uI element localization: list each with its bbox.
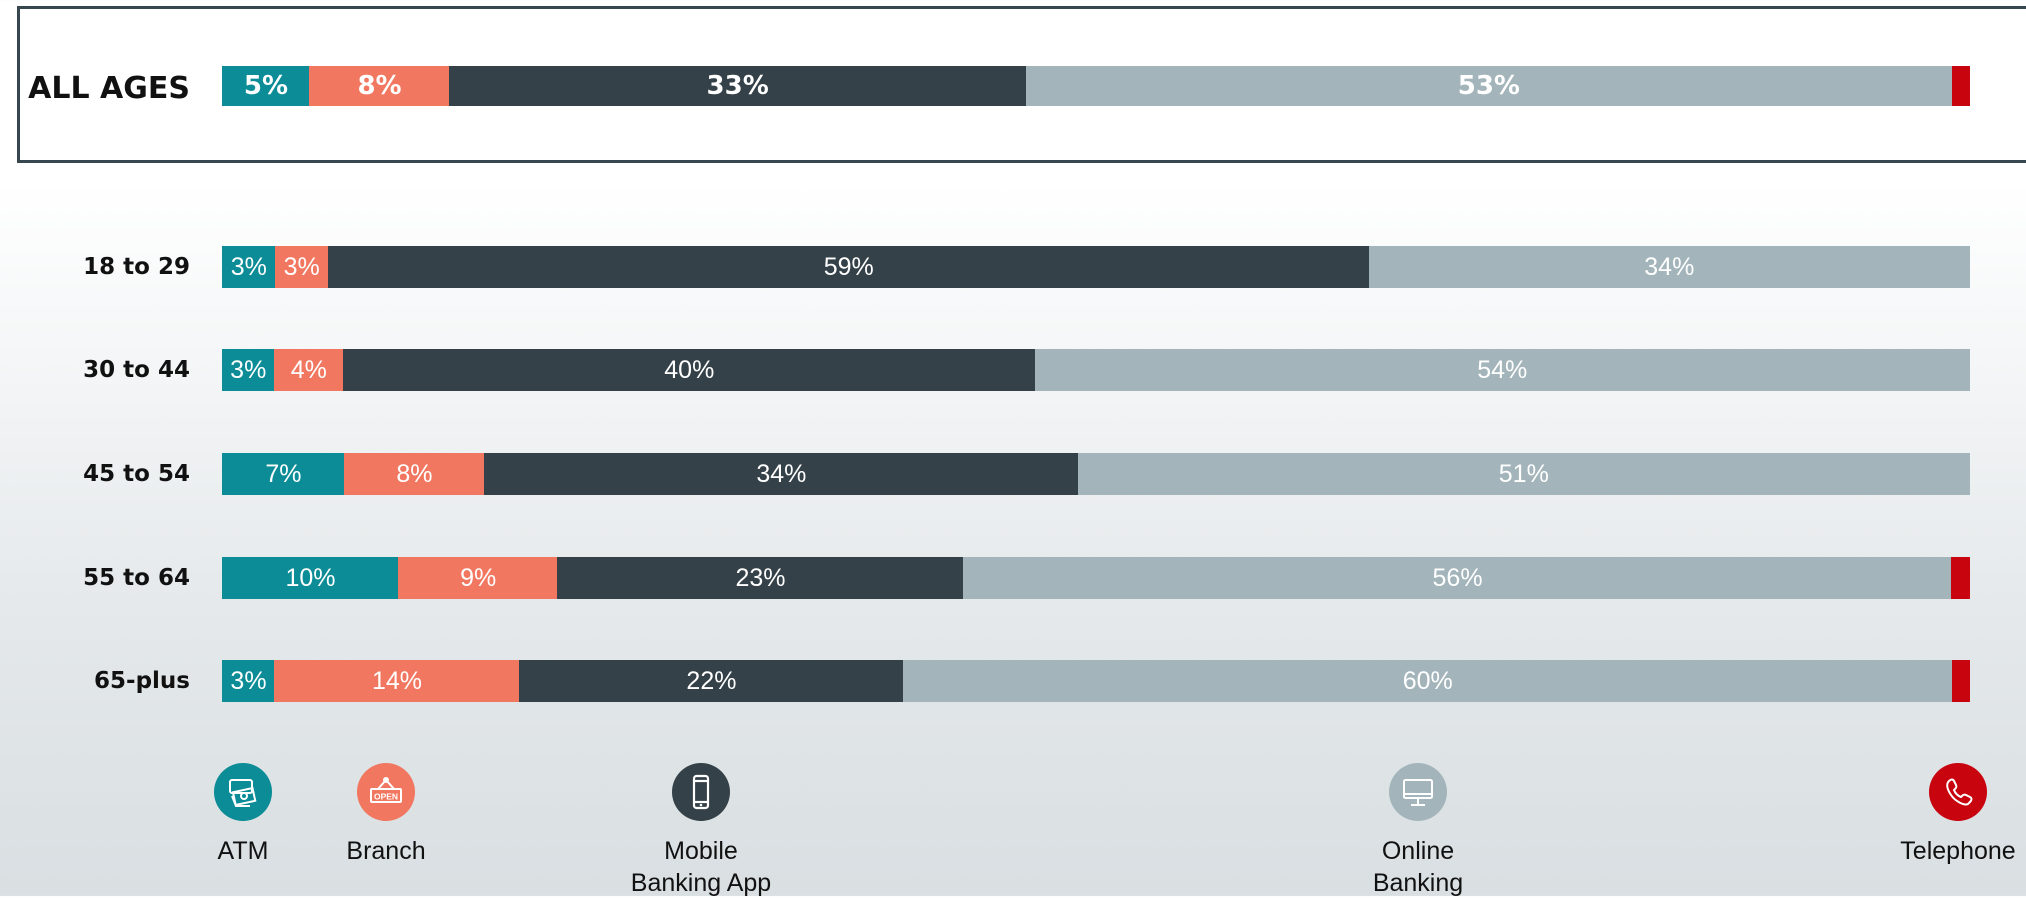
bar-segment-45-to-54-atm: 7% [222, 453, 345, 495]
desktop-monitor-icon [1389, 763, 1447, 821]
legend-label: Online Banking [1372, 837, 1464, 897]
legend-label: Branch [346, 837, 426, 865]
data-label: 22% [686, 667, 737, 695]
data-label: 34% [756, 460, 807, 488]
bar-segment-all-ages-telephone [1951, 66, 1970, 106]
data-label: 4% [290, 356, 327, 384]
bar-segment-55-to-64-mobile-banking-app: 23% [557, 557, 964, 599]
legend-label: Mobile Banking App [630, 837, 772, 897]
bar-segment-45-to-54-mobile-banking-app: 34% [484, 453, 1079, 495]
open-sign-icon: OPEN [357, 763, 415, 821]
category-label-all-ages: ALL AGES [28, 71, 190, 106]
legend-item-telephone: Telephone [1848, 763, 2026, 867]
bar-segment-55-to-64-branch: 9% [398, 557, 558, 599]
bar-65-plus: 3% 14% 22% 60% [222, 660, 1970, 702]
data-label: 56% [1432, 564, 1483, 592]
legend-item-atm: ATM [133, 763, 353, 867]
data-label: 53% [1457, 71, 1520, 101]
data-label: 7% [265, 460, 302, 488]
legend-label: Telephone [1900, 837, 2016, 865]
bar-segment-all-ages-mobile-banking-app: 33% [449, 66, 1027, 106]
bar-segment-45-to-54-branch: 8% [344, 453, 485, 495]
bar-segment-18-to-29-atm: 3% [222, 246, 276, 288]
data-label: 14% [371, 667, 423, 695]
smartphone-icon [672, 763, 730, 821]
data-label: 5% [243, 71, 289, 101]
category-label-30-to-44: 30 to 44 [83, 357, 190, 383]
bar-45-to-54: 7% 8% 34% 51% [222, 453, 1970, 495]
category-label-55-to-64: 55 to 64 [83, 565, 190, 591]
bar-segment-all-ages-online-banking: 53% [1025, 66, 1953, 106]
bar-segment-55-to-64-atm: 10% [222, 557, 400, 599]
data-label: 51% [1498, 460, 1549, 488]
data-label: 34% [1644, 253, 1695, 281]
bar-55-to-64: 10% 9% 23% 56% [222, 557, 1970, 599]
bar-segment-18-to-29-branch: 3% [274, 246, 329, 288]
data-label: 9% [460, 564, 497, 592]
svg-text:OPEN: OPEN [374, 792, 398, 802]
data-label: 54% [1477, 356, 1528, 384]
bar-segment-65-plus-branch: 14% [274, 660, 520, 702]
bar-segment-65-plus-mobile-banking-app: 22% [518, 660, 904, 702]
data-label: 60% [1402, 667, 1453, 695]
bar-18-to-29: 3% 3% 59% 34% [222, 246, 1970, 288]
data-label: 3% [230, 253, 267, 281]
data-label: 8% [357, 71, 402, 101]
data-label: 3% [230, 667, 267, 695]
data-label: 23% [735, 564, 786, 592]
data-label: 8% [396, 460, 433, 488]
bar-segment-18-to-29-online-banking: 34% [1369, 246, 1970, 288]
bar-segment-30-to-44-atm: 3% [222, 349, 275, 391]
legend-item-mobile-banking-app: Mobile Banking App [591, 763, 811, 899]
bar-segment-30-to-44-online-banking: 54% [1034, 349, 1970, 391]
data-label: 10% [285, 564, 336, 592]
bar-segment-all-ages-branch: 8% [309, 66, 450, 106]
bar-all-ages: 5% 8% 33% 53% [222, 66, 1970, 106]
category-label-45-to-54: 45 to 54 [83, 461, 190, 487]
data-label: 40% [664, 356, 715, 384]
bar-segment-65-plus-telephone [1951, 660, 1970, 702]
category-label-18-to-29: 18 to 29 [83, 254, 190, 280]
legend-item-online-banking: Online Banking [1308, 763, 1528, 899]
data-label: 33% [706, 71, 769, 101]
bar-segment-30-to-44-branch: 4% [273, 349, 344, 391]
data-label: 59% [823, 253, 874, 281]
telephone-icon [1929, 763, 1987, 821]
bar-segment-all-ages-atm: 5% [222, 66, 310, 106]
bar-segment-45-to-54-online-banking: 51% [1078, 453, 1970, 495]
legend-label: ATM [217, 837, 269, 865]
bar-segment-65-plus-atm: 3% [222, 660, 275, 702]
bar-segment-55-to-64-telephone [1951, 557, 1970, 599]
data-label: 3% [283, 253, 320, 281]
category-label-65-plus: 65-plus [94, 668, 190, 694]
bar-segment-18-to-29-mobile-banking-app: 59% [327, 246, 1370, 288]
bar-segment-55-to-64-online-banking: 56% [963, 557, 1952, 599]
bar-segment-65-plus-online-banking: 60% [903, 660, 1953, 702]
atm-cash-icon [214, 763, 272, 821]
data-label: 3% [230, 356, 267, 384]
bar-segment-30-to-44-mobile-banking-app: 40% [343, 349, 1036, 391]
bar-30-to-44: 3% 4% 40% 54% [222, 349, 1970, 391]
legend-item-branch: OPEN Branch [276, 763, 496, 867]
